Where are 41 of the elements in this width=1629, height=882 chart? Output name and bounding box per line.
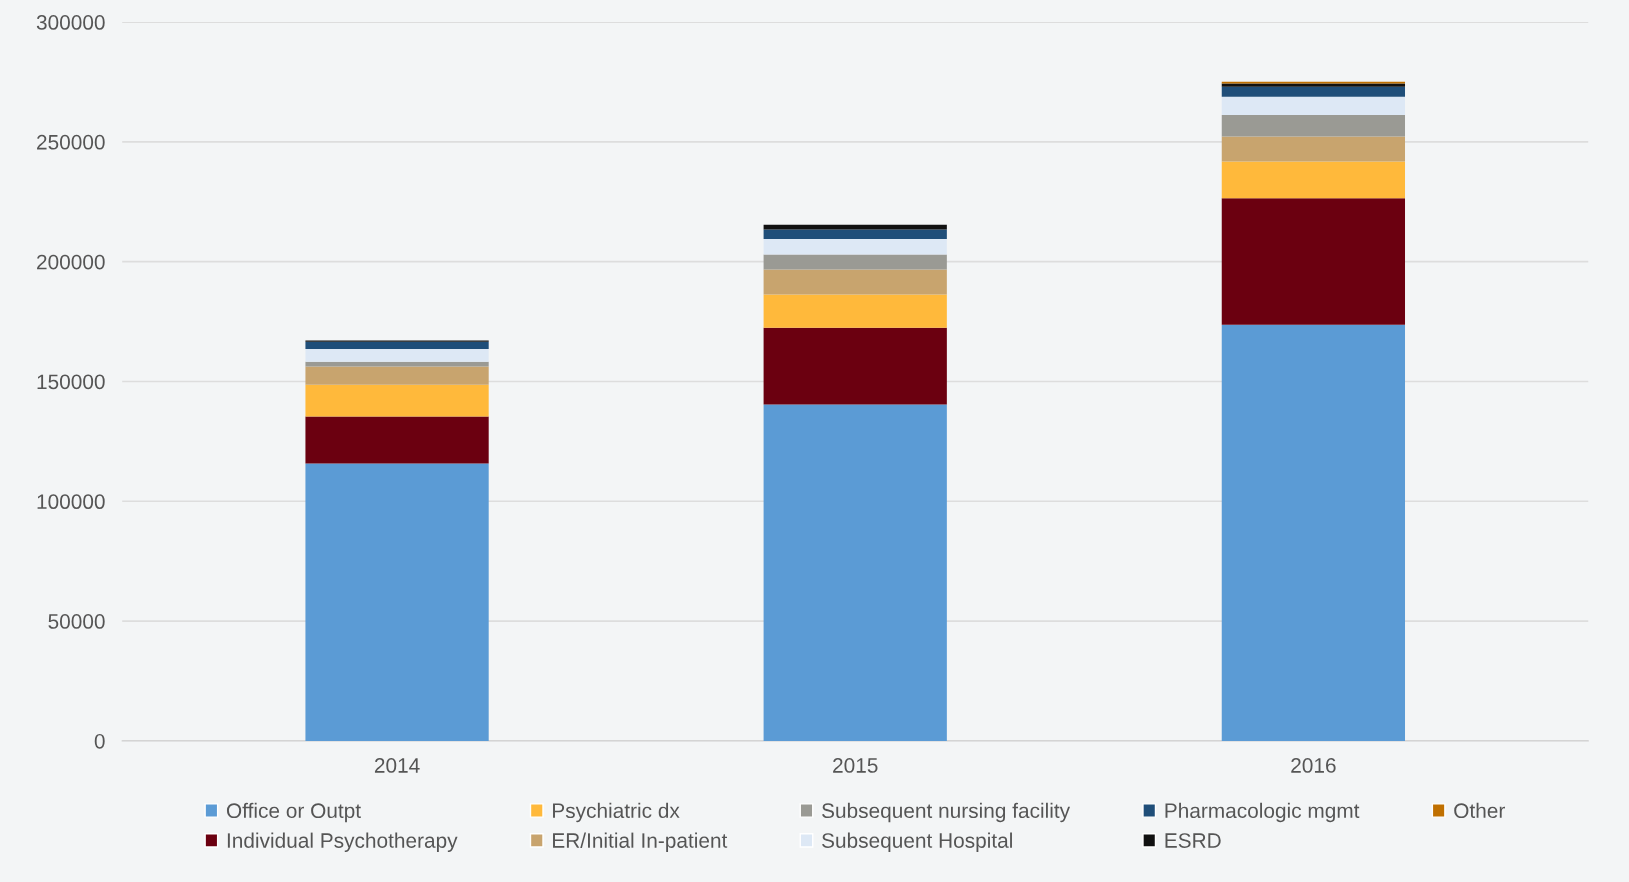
legend-label: Office or Outpt — [226, 802, 361, 823]
legend-label: ESRD — [1165, 833, 1221, 848]
x-tick-label: 2015 — [833, 758, 878, 773]
bar — [1221, 96, 1406, 116]
legend-label: Pharmacologic mgmt — [1165, 802, 1360, 823]
bar — [305, 341, 489, 349]
y-tick-label: 200000 — [37, 254, 105, 270]
bar — [305, 366, 489, 385]
bar — [763, 238, 947, 255]
x-tick-label: 2014 — [374, 758, 420, 773]
bar — [763, 404, 947, 741]
y-tick-label: 150000 — [37, 374, 105, 390]
legend-label: Psychiatric dx — [553, 802, 680, 823]
bar — [305, 361, 489, 367]
bar — [763, 224, 947, 230]
bar — [1221, 115, 1406, 137]
y-tick-label: 50000 — [48, 614, 105, 629]
bar — [763, 229, 947, 239]
bar — [763, 254, 947, 270]
legend-label: Subsequent nursing facility — [822, 802, 1071, 823]
legend-label: ER/Initial In-patient — [553, 832, 728, 853]
bar — [1221, 86, 1406, 97]
legend-label: Other — [1454, 802, 1505, 819]
bar — [763, 294, 947, 328]
bar — [305, 384, 489, 417]
y-tick-label: 100000 — [37, 494, 105, 510]
legend-label: Subsequent Hospital — [822, 832, 1012, 853]
bar — [305, 348, 489, 362]
bar — [305, 416, 489, 464]
bar — [1221, 324, 1406, 741]
bar — [1221, 136, 1406, 162]
y-tick-label: 250000 — [37, 134, 105, 150]
bar — [763, 327, 947, 405]
y-tick-label: 300000 — [36, 15, 105, 30]
x-tick-label: 2016 — [1291, 758, 1336, 773]
y-tick-label: 0 — [94, 733, 105, 749]
bar — [305, 463, 489, 741]
bar — [1221, 198, 1406, 325]
bar — [763, 269, 947, 295]
bar — [1221, 161, 1406, 199]
legend-label: Individual Psychotherapy — [227, 832, 458, 853]
